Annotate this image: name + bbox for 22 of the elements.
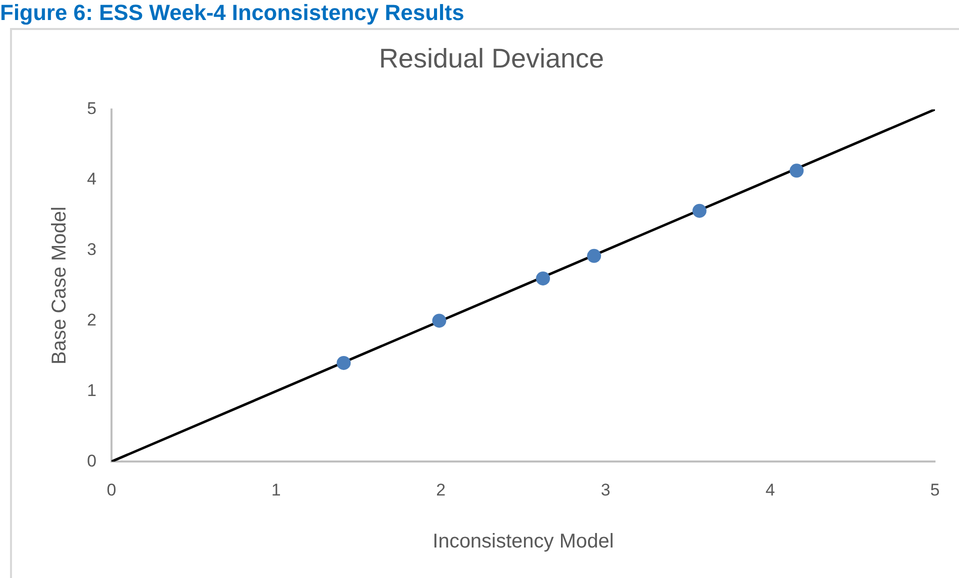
x-tick-label: 1	[271, 480, 281, 500]
point	[336, 356, 351, 370]
x-axis-title: Inconsistency Model	[432, 530, 614, 553]
y-tick-label: 5	[86, 99, 96, 118]
y-tick-label: 4	[86, 170, 96, 189]
point	[432, 314, 446, 328]
x-tick-label: 4	[766, 480, 776, 500]
x-tick-label: 2	[436, 480, 446, 500]
y-tick-label: 2	[86, 310, 96, 330]
x-tick-label: 3	[600, 480, 610, 500]
point	[790, 164, 804, 178]
x-tick-label: 5	[930, 480, 940, 500]
chart-title: Residual Deviance	[378, 44, 604, 74]
y-tick-label: 1	[86, 380, 96, 400]
caption: Figure 6: ESS Week-4 Inconsistency Results	[0, 0, 464, 26]
y-tick-label: 3	[86, 240, 96, 259]
point	[692, 204, 706, 218]
point	[536, 271, 550, 286]
point	[587, 248, 602, 263]
y-axis-title: Base Case Model	[48, 206, 71, 364]
x-tick-label: 0	[106, 480, 116, 500]
y-tick-label: 0	[86, 451, 96, 470]
